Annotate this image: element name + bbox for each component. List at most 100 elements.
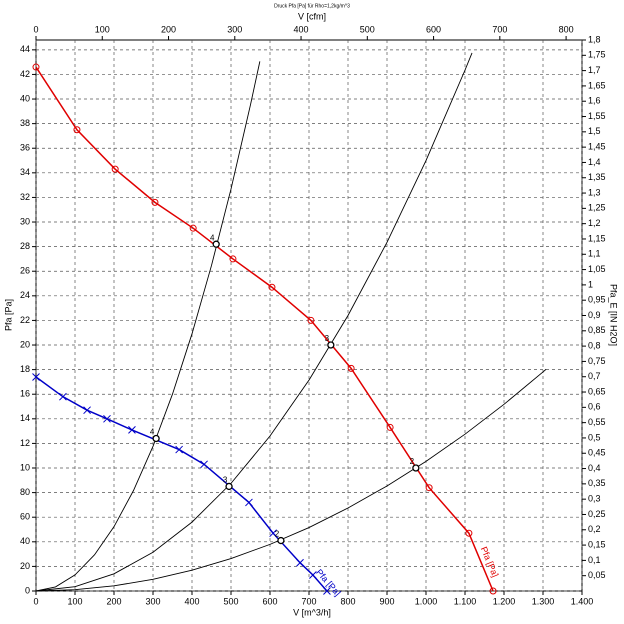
operating-point-label: 4 [150, 428, 155, 437]
operating-point [277, 536, 285, 545]
point-marker [200, 460, 208, 469]
operating-point-label: 3 [223, 476, 228, 485]
y-axis-label: Pfa [Pa] [3, 299, 13, 331]
x-tick-label: 600 [262, 596, 277, 606]
y2-tick-label: 0,35 [588, 478, 606, 488]
point-marker [32, 373, 40, 381]
operating-point [152, 434, 160, 443]
y2-tick-label: 0,75 [588, 356, 606, 366]
y2-tick-label: 1,4 [588, 157, 601, 167]
y2-tick-label: 0,95 [588, 295, 606, 305]
point-marker [386, 423, 394, 431]
y2-tick-label: 1,6 [588, 96, 601, 106]
y-tick-label: 32 [20, 192, 30, 202]
y-tick-label: 36 [20, 143, 30, 153]
y2-tick-label: 0,45 [588, 448, 606, 458]
point-marker [296, 558, 304, 567]
x-tick-label: 400 [184, 596, 199, 606]
y-tick-label: 42 [20, 69, 30, 79]
point-marker [103, 414, 111, 423]
y-tick-label: 22 [20, 315, 30, 325]
chart-title: Druck Pfa [Pa] für Rho=1,2kg/m^3 [274, 3, 350, 9]
x2-tick-label: 300 [227, 24, 242, 34]
x2-tick-label: 400 [294, 24, 309, 34]
y2-tick-label: 0,6 [588, 402, 601, 412]
operating-point [212, 240, 220, 248]
point-marker [59, 392, 67, 401]
y-tick-label: 60 [20, 512, 30, 522]
y2-tick-label: 1,15 [588, 233, 606, 243]
y2-tick-label: 0,2 [588, 524, 601, 534]
point-marker [73, 126, 81, 134]
y-tick-label: 26 [20, 266, 30, 276]
y2-tick-label: 0,85 [588, 325, 606, 335]
x-tick-label: 0 [33, 596, 38, 606]
x2-axis-label: V [cfm] [298, 11, 326, 21]
x-tick-label: 300 [145, 596, 160, 606]
x2-tick-label: 200 [161, 24, 176, 34]
fan-curve [35, 66, 494, 592]
point-marker [425, 484, 433, 492]
y2-tick-label: 0,05 [588, 570, 606, 580]
operating-point-label: 3 [325, 334, 330, 343]
y2-tick-label: 1,3 [588, 187, 601, 197]
y2-tick-label: 0,3 [588, 494, 601, 504]
y2-tick-label: 1,7 [588, 65, 601, 75]
x-axis-label: V [m^3/h] [293, 607, 331, 617]
y-tick-label: 40 [20, 93, 30, 103]
y2-tick-label: 0,8 [588, 340, 601, 350]
y-tick-label: 28 [20, 241, 30, 251]
y2-tick-label: 1,75 [588, 50, 606, 60]
point-marker [307, 316, 315, 324]
x-tick-label: 900 [379, 596, 394, 606]
x-tick-label: 1.400 [571, 596, 594, 606]
operating-point [412, 464, 420, 472]
y2-axis-label: Pfa_E [IN H2O] [609, 284, 619, 346]
y2-tick-label: 1,55 [588, 111, 606, 121]
x-tick-label: 700 [301, 596, 316, 606]
x-tick-label: 1.300 [532, 596, 555, 606]
y2-tick-label: 1 [588, 279, 593, 289]
operating-point-label: 4 [210, 233, 215, 242]
y-tick-label: 20 [20, 561, 30, 571]
operating-point [225, 482, 233, 491]
x2-tick-label: 0 [33, 24, 38, 34]
y2-tick-label: 0,15 [588, 539, 606, 549]
y2-tick-label: 1,35 [588, 172, 606, 182]
x2-tick-label: 600 [426, 24, 441, 34]
x-tick-label: 800 [340, 596, 355, 606]
y-tick-label: 10 [20, 462, 30, 472]
point-marker [465, 529, 473, 537]
operating-point-label: 2 [275, 530, 280, 539]
system-curve [35, 61, 261, 592]
y-tick-label: 40 [20, 536, 30, 546]
x-tick-label: 1.000 [415, 596, 438, 606]
y-tick-label: 20 [20, 339, 30, 349]
x2-tick-label: 500 [360, 24, 375, 34]
y-tick-label: 18 [20, 364, 30, 374]
y2-tick-label: 0,7 [588, 371, 601, 381]
y-tick-label: 16 [20, 389, 30, 399]
point-marker [83, 406, 91, 415]
y2-tick-label: 1,8 [588, 34, 601, 44]
point-marker [151, 198, 159, 206]
y2-tick-label: 1,1 [588, 249, 601, 259]
point-marker [489, 587, 497, 595]
x2-tick-label: 100 [95, 24, 110, 34]
operating-point [327, 341, 335, 349]
point-marker [189, 224, 197, 232]
y-tick-label: 0 [25, 585, 30, 595]
y2-tick-label: 1,45 [588, 142, 606, 152]
x2-tick-label: 800 [559, 24, 574, 34]
y2-tick-label: 0,4 [588, 463, 601, 473]
y-tick-label: 38 [20, 118, 30, 128]
point-marker [323, 587, 331, 595]
system-curve [35, 52, 473, 592]
y2-tick-label: 0,55 [588, 417, 606, 427]
y-tick-label: 30 [20, 216, 30, 226]
y2-tick-label: 1,25 [588, 203, 606, 213]
y2-tick-label: 1,05 [588, 264, 606, 274]
x-tick-label: 100 [67, 596, 82, 606]
y2-tick-label: 0,65 [588, 386, 606, 396]
